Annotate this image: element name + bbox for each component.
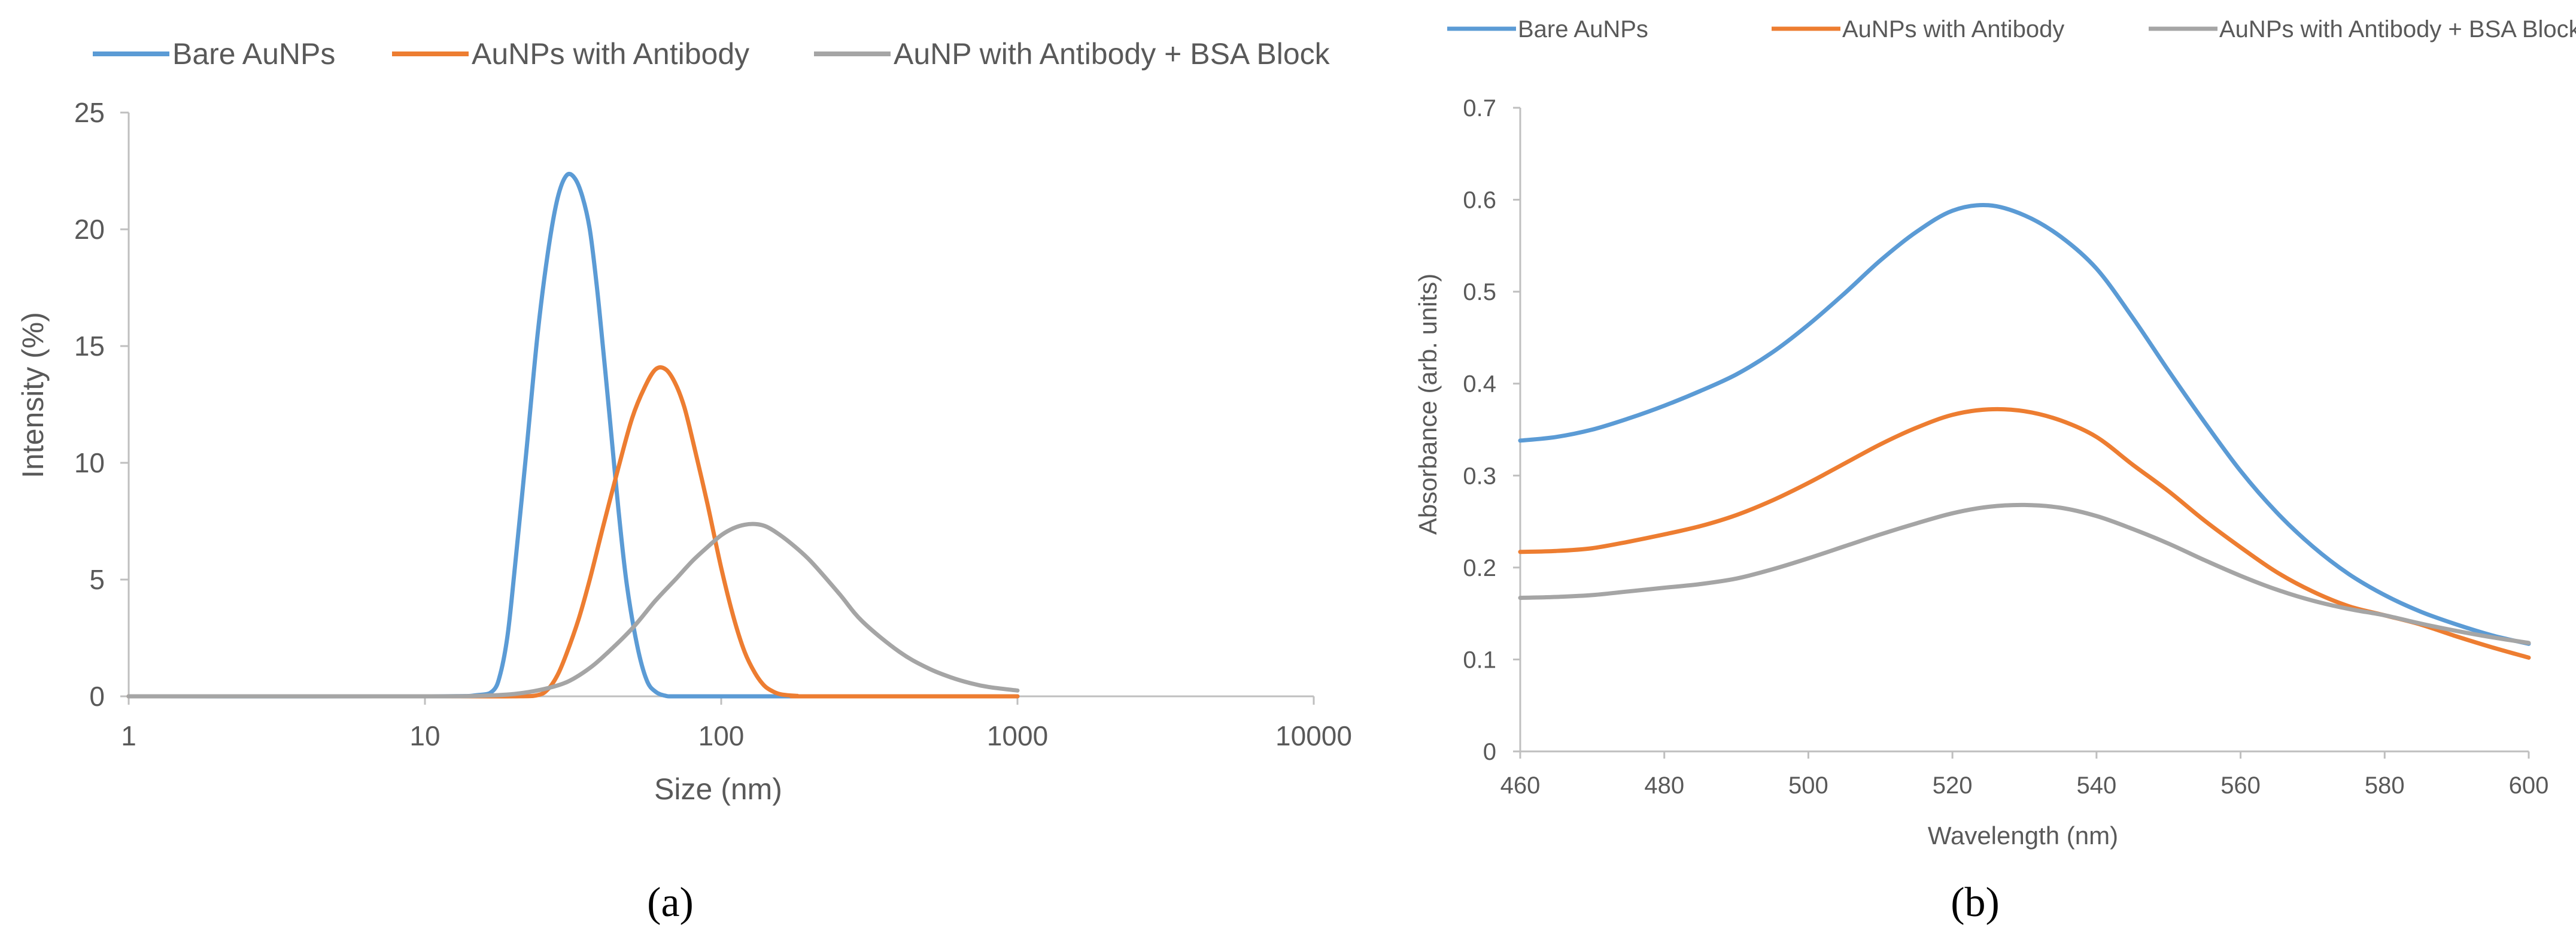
y-tick-label-a: 10 bbox=[74, 447, 105, 478]
legend-label-b-2: AuNPs with Antibody bbox=[1842, 16, 2064, 43]
x-tick-label-a: 100 bbox=[698, 720, 745, 751]
legend-label-a-1: Bare AuNPs bbox=[172, 37, 335, 71]
y-tick-label-b: 0 bbox=[1483, 739, 1496, 765]
x-tick-label-b: 460 bbox=[1500, 772, 1541, 799]
x-tick-label-b: 480 bbox=[1644, 772, 1684, 799]
y-tick-label-b: 0.5 bbox=[1463, 279, 1496, 305]
legend-a: Bare AuNPs AuNPs with Antibody AuNP with A… bbox=[93, 37, 1330, 71]
x-tick-label-b: 540 bbox=[2076, 772, 2116, 799]
series-line-b-2 bbox=[1518, 407, 2531, 660]
x-tick-label-a: 1000 bbox=[987, 720, 1048, 751]
y-tick-label-a: 15 bbox=[74, 331, 105, 362]
legend-label-b-1: Bare AuNPs bbox=[1518, 16, 1648, 43]
series-line-a-3 bbox=[126, 521, 1020, 699]
y-tick-label-a: 25 bbox=[74, 97, 105, 128]
series-line-a-2 bbox=[126, 365, 1020, 699]
legend-b: Bare AuNPs AuNPs with Antibody AuNPs with … bbox=[1447, 16, 2576, 43]
y-tick-label-b: 0.6 bbox=[1463, 187, 1496, 214]
series-a bbox=[126, 171, 1020, 699]
series-line-b-1 bbox=[1518, 203, 2531, 646]
series-line-a-1 bbox=[126, 171, 1020, 699]
series-line-b-3 bbox=[1518, 502, 2531, 645]
panel-label-b: (b) bbox=[1951, 880, 2000, 926]
x-tick-label-b: 600 bbox=[2509, 772, 2549, 799]
series-b bbox=[1518, 203, 2531, 660]
chart-panel-b: Bare AuNPs AuNPs with Antibody AuNPs with … bbox=[1414, 16, 2576, 926]
legend-label-a-3: AuNP with Antibody + BSA Block bbox=[894, 37, 1330, 71]
y-tick-label-a: 5 bbox=[89, 564, 105, 595]
y-axis-title-b: Absorbance (arb. units) bbox=[1414, 274, 1442, 535]
y-tick-label-b: 0.2 bbox=[1463, 555, 1496, 581]
y-tick-label-b: 0.1 bbox=[1463, 647, 1496, 673]
y-tick-label-a: 0 bbox=[89, 681, 105, 712]
x-tick-label-b: 580 bbox=[2365, 772, 2405, 799]
x-tick-label-a: 10000 bbox=[1275, 720, 1352, 751]
legend-label-b-3: AuNPs with Antibody + BSA Block bbox=[2219, 16, 2576, 43]
axes-b: 460 480 500 520 540 560 580 600 0 0.1 0.2 0.3 0.4 0.5… bbox=[1463, 95, 2548, 799]
y-axis-title-a: Intensity (%) bbox=[16, 312, 50, 478]
y-tick-label-a: 20 bbox=[74, 214, 105, 245]
x-tick-label-b: 520 bbox=[1933, 772, 1973, 799]
x-axis-title-a: Size (nm) bbox=[654, 772, 782, 806]
y-tick-label-b: 0.3 bbox=[1463, 463, 1496, 489]
x-tick-label-b: 500 bbox=[1788, 772, 1828, 799]
axes-a: 1 10 100 1000 10000 0 5 10 15 20 25 bbox=[74, 97, 1352, 751]
x-tick-label-a: 1 bbox=[121, 720, 136, 751]
x-tick-label-a: 10 bbox=[409, 720, 440, 751]
chart-panel-a: Bare AuNPs AuNPs with Antibody AuNP with A… bbox=[16, 37, 1352, 926]
x-tick-label-b: 560 bbox=[2220, 772, 2261, 799]
y-tick-label-b: 0.4 bbox=[1463, 371, 1496, 398]
y-tick-label-b: 0.7 bbox=[1463, 95, 1496, 122]
legend-label-a-2: AuNPs with Antibody bbox=[472, 37, 749, 71]
x-axis-title-b: Wavelength (nm) bbox=[1928, 821, 2118, 850]
panel-label-a: (a) bbox=[647, 880, 694, 926]
